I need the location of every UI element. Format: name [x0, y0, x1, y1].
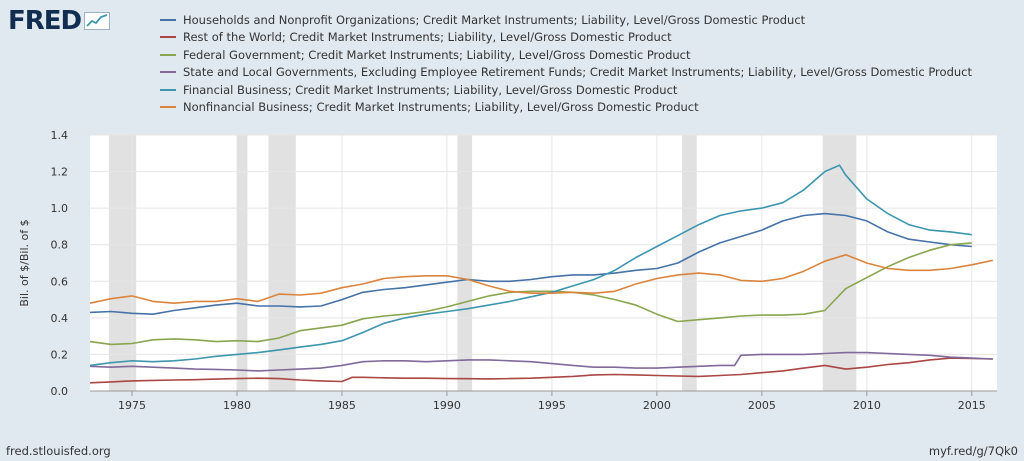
x-tick-label: 1985: [328, 399, 356, 412]
legend-item-5[interactable]: Financial Business; Credit Market Instru…: [160, 81, 972, 99]
legend-item-2[interactable]: Rest of the World; Credit Market Instrum…: [160, 29, 972, 47]
permalink[interactable]: myf.red/g/7Qk0: [928, 444, 1018, 458]
legend-swatch: [160, 88, 176, 91]
legend-label: Financial Business; Credit Market Instru…: [183, 82, 678, 97]
chart-area: 0.0 0.2 0.4 0.6 0.8 1.0 1.2 1.4 1975 1980 1985 1990…: [18, 129, 997, 412]
recession-band-5: [682, 135, 697, 391]
x-tick-label: 1980: [223, 399, 251, 412]
fred-logo[interactable]: FRED: [8, 6, 111, 36]
recession-band-3: [268, 135, 296, 391]
x-tick-label: 2005: [748, 399, 776, 412]
y-tick-label: 1.4: [51, 129, 69, 142]
y-tick-label: 0.2: [51, 348, 69, 361]
source-url[interactable]: fred.stlouisfed.org: [6, 444, 111, 458]
x-tick-label: 1975: [118, 399, 146, 412]
legend-swatch: [160, 36, 176, 39]
legend-item-6[interactable]: Nonfinancial Business; Credit Market Ins…: [160, 99, 972, 117]
y-tick-label: 1.2: [51, 166, 69, 179]
legend-label: State and Local Governments, Excluding E…: [183, 65, 972, 80]
y-axis-label: Bil. of $/Bil. of $: [18, 219, 31, 306]
x-tick-label: 1995: [538, 399, 566, 412]
series-line-4: [89, 351, 993, 372]
legend-item-1[interactable]: Households and Nonprofit Organizations; …: [160, 11, 972, 29]
series-line-6: [89, 254, 993, 305]
series-line-3: [89, 242, 972, 346]
recession-band-4: [457, 135, 473, 391]
legend-item-4[interactable]: State and Local Governments, Excluding E…: [160, 64, 972, 82]
legend-swatch: [160, 53, 176, 56]
x-tick-label: 2000: [643, 399, 671, 412]
recession-band-2: [236, 135, 248, 391]
legend-label: Nonfinancial Business; Credit Market Ins…: [183, 100, 699, 115]
y-tick-label: 0.6: [51, 275, 69, 288]
x-tick-label: 2015: [958, 399, 986, 412]
legend-swatch: [160, 106, 176, 109]
trend-line-icon: [84, 12, 111, 30]
y-tick-label: 1.0: [51, 202, 69, 215]
y-tick-label: 0.8: [51, 239, 69, 252]
x-tick-label: 2010: [853, 399, 881, 412]
legend-item-3[interactable]: Federal Government; Credit Market Instru…: [160, 46, 972, 64]
series-line-2: [89, 357, 993, 384]
series-line-5: [89, 164, 972, 367]
legend-swatch: [160, 71, 176, 74]
series-line-1: [89, 212, 972, 316]
chart-legend: Households and Nonprofit Organizations; …: [160, 11, 972, 116]
legend-label: Rest of the World; Credit Market Instrum…: [183, 30, 672, 45]
recession-band-6: [822, 135, 857, 391]
legend-label: Households and Nonprofit Organizations; …: [183, 12, 806, 27]
fred-logo-text: FRED: [8, 6, 82, 36]
legend-swatch: [160, 18, 176, 21]
legend-label: Federal Government; Credit Market Instru…: [183, 47, 691, 62]
x-tick-label: 1990: [433, 399, 461, 412]
y-tick-label: 0.0: [51, 385, 69, 398]
y-tick-label: 0.4: [51, 312, 69, 325]
